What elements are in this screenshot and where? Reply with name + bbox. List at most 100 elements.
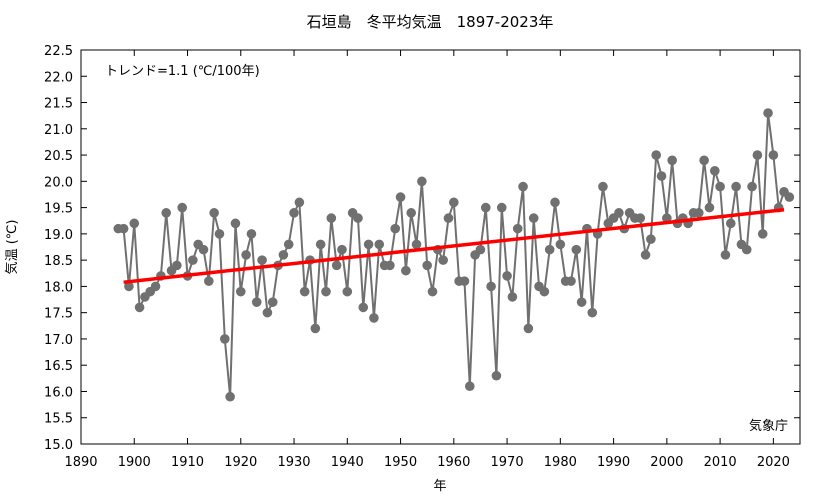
y-tick-label: 22.5 bbox=[44, 44, 73, 59]
x-tick-label: 1890 bbox=[64, 455, 97, 470]
y-tick-label: 17.0 bbox=[44, 333, 73, 348]
x-tick-label: 1960 bbox=[437, 455, 470, 470]
data-point bbox=[401, 265, 411, 276]
data-point bbox=[528, 213, 539, 223]
y-tick-label: 20.0 bbox=[44, 175, 73, 190]
y-tick-label: 19.0 bbox=[44, 228, 73, 243]
x-tick-label: 1940 bbox=[331, 455, 364, 470]
data-point bbox=[422, 260, 432, 271]
data-point bbox=[768, 150, 779, 160]
data-point bbox=[124, 281, 134, 292]
x-tick-label: 1900 bbox=[118, 455, 151, 470]
data-point bbox=[188, 255, 198, 265]
data-point bbox=[715, 181, 725, 192]
data-point bbox=[614, 208, 624, 218]
data-point bbox=[177, 202, 187, 213]
data-point bbox=[342, 286, 353, 297]
data-point bbox=[507, 292, 518, 302]
data-point bbox=[656, 171, 667, 181]
data-point bbox=[704, 202, 715, 213]
trend-layer bbox=[123, 207, 785, 284]
source-label: 気象庁 bbox=[749, 418, 788, 434]
data-point bbox=[443, 213, 454, 223]
plot-frame bbox=[80, 49, 801, 445]
data-point bbox=[709, 166, 720, 176]
y-axis-label: 気温 (℃) bbox=[4, 220, 20, 275]
data-point bbox=[267, 297, 278, 307]
x-tick-label: 1910 bbox=[171, 455, 204, 470]
data-point bbox=[731, 181, 741, 192]
data-point bbox=[571, 244, 582, 255]
x-tick-label: 1980 bbox=[544, 455, 577, 470]
data-point bbox=[230, 218, 241, 229]
x-tick-label: 1970 bbox=[491, 455, 524, 470]
data-point bbox=[118, 223, 129, 234]
data-point bbox=[198, 244, 209, 255]
x-tick-label: 1930 bbox=[277, 455, 310, 470]
data-point bbox=[523, 323, 534, 334]
data-point bbox=[235, 286, 246, 297]
data-point bbox=[390, 223, 401, 234]
data-point bbox=[225, 391, 235, 402]
data-point bbox=[337, 244, 347, 255]
trend-annotation: トレンド=1.1 (℃/100年) bbox=[105, 64, 260, 79]
data-point bbox=[646, 234, 656, 244]
y-tick-label: 22.0 bbox=[44, 70, 73, 85]
data-point bbox=[310, 323, 321, 334]
y-tick-label: 18.5 bbox=[44, 254, 73, 269]
data-point bbox=[251, 297, 262, 307]
data-point bbox=[209, 208, 219, 218]
y-tick-label: 15.0 bbox=[44, 438, 73, 453]
data-point bbox=[741, 244, 752, 255]
data-point bbox=[491, 370, 502, 381]
y-tick-label: 21.0 bbox=[44, 123, 73, 138]
data-point bbox=[438, 255, 448, 265]
data-point bbox=[512, 223, 523, 234]
data-point bbox=[262, 307, 273, 318]
data-point bbox=[427, 286, 438, 297]
data-point bbox=[406, 208, 417, 218]
data-point bbox=[315, 239, 326, 250]
data-point bbox=[550, 197, 560, 208]
data-point bbox=[246, 229, 257, 239]
data-point bbox=[566, 276, 576, 286]
y-tick-label: 16.0 bbox=[44, 385, 73, 400]
data-point bbox=[464, 381, 475, 392]
data-point bbox=[496, 202, 507, 213]
y-tick-label: 18.0 bbox=[44, 280, 73, 295]
data-point bbox=[134, 302, 145, 313]
data-point bbox=[369, 313, 379, 323]
data-point bbox=[720, 250, 731, 260]
data-point bbox=[694, 208, 704, 218]
data-point bbox=[725, 218, 736, 229]
data-point bbox=[598, 181, 608, 192]
data-point bbox=[283, 239, 294, 250]
data-point bbox=[480, 202, 491, 213]
data-point bbox=[353, 213, 363, 223]
data-point bbox=[784, 192, 795, 202]
data-point bbox=[294, 197, 305, 208]
data-point bbox=[667, 155, 677, 166]
data-point bbox=[757, 229, 768, 239]
data-point bbox=[257, 255, 267, 265]
x-axis-label: 年 bbox=[433, 479, 446, 494]
y-tick-label: 21.5 bbox=[44, 97, 73, 112]
series-layer bbox=[113, 108, 795, 402]
y-axis: 15.0 15.5 16.0 16.5 17.0 17.5 18.0 18.5 19.0 19.5… bbox=[44, 44, 800, 453]
data-point bbox=[289, 208, 299, 218]
x-tick-label: 1920 bbox=[224, 455, 257, 470]
data-point bbox=[214, 229, 225, 239]
y-tick-label: 19.5 bbox=[44, 202, 73, 217]
data-point bbox=[411, 239, 422, 250]
trend-line bbox=[123, 207, 785, 284]
data-point bbox=[358, 302, 369, 313]
series-line bbox=[118, 112, 791, 397]
chart-title: 石垣島 冬平均気温 1897-2023年 bbox=[307, 13, 554, 31]
data-point bbox=[150, 281, 161, 292]
data-point bbox=[449, 197, 459, 208]
data-point bbox=[363, 239, 374, 250]
data-point bbox=[518, 181, 528, 192]
data-point bbox=[220, 334, 230, 344]
data-point bbox=[576, 297, 587, 307]
